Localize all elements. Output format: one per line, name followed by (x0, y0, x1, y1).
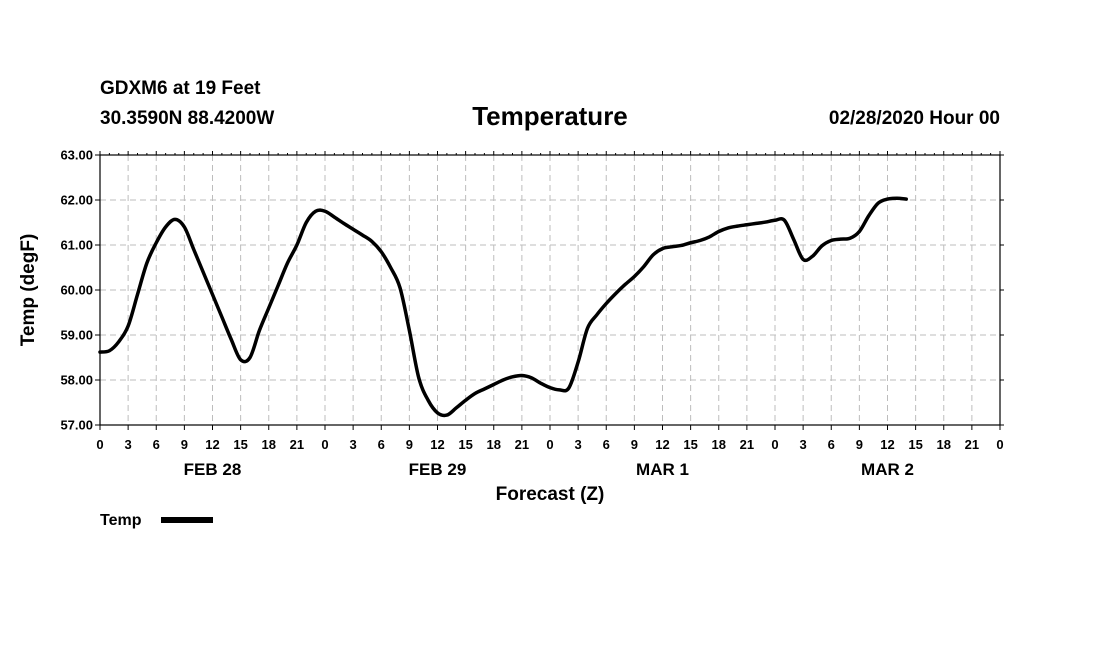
x-tick-label: 18 (487, 437, 501, 452)
x-tick-label: 6 (153, 437, 160, 452)
x-tick-label: 21 (515, 437, 529, 452)
y-tick-label: 63.00 (60, 148, 93, 163)
x-tick-label: 15 (458, 437, 472, 452)
x-tick-label: 21 (965, 437, 979, 452)
coords-label: 30.3590N 88.4200W (100, 108, 274, 129)
x-tick-labels: 0 3 6 9 12 15 18 21 0 3 6 9 12 15 18 21 0 3 6 9 12 15 18 21 0 3 6 9… (96, 437, 1003, 452)
y-tick-label: 57.00 (60, 418, 93, 433)
x-tick-label: 12 (655, 437, 669, 452)
run-time-label: 02/28/2020 Hour 00 (829, 108, 1000, 129)
x-tick-label: 3 (575, 437, 582, 452)
x-tick-label: 9 (181, 437, 188, 452)
x-tick-label: 9 (406, 437, 413, 452)
x-tick-label: 0 (321, 437, 328, 452)
x-tick-label: 0 (96, 437, 103, 452)
x-tick-label: 3 (125, 437, 132, 452)
y-axis-title: Temp (degF) (18, 234, 39, 347)
station-label: GDXM6 at 19 Feet (100, 78, 261, 99)
y-tick-label: 58.00 (60, 373, 93, 388)
x-tick-label: 18 (937, 437, 951, 452)
grid-lines (100, 155, 1000, 425)
x-tick-label: 0 (996, 437, 1003, 452)
x-tick-label: 9 (856, 437, 863, 452)
x-tick-label: 15 (683, 437, 697, 452)
x-tick-label: 9 (631, 437, 638, 452)
y-tick-label: 60.00 (60, 283, 93, 298)
y-tick-labels: 57.00 58.00 59.00 60.00 61.00 62.00 63.00 (60, 148, 93, 433)
x-tick-label: 12 (430, 437, 444, 452)
x-tick-label: 6 (378, 437, 385, 452)
x-tick-label: 12 (880, 437, 894, 452)
y-tick-label: 62.00 (60, 193, 93, 208)
x-tick-label: 21 (290, 437, 304, 452)
day-label: FEB 29 (409, 460, 467, 479)
legend-label: Temp (100, 512, 142, 529)
x-tick-label: 6 (603, 437, 610, 452)
chart-title: Temperature (472, 101, 628, 131)
x-tick-label: 15 (908, 437, 922, 452)
plot-frame (99, 154, 1001, 426)
day-label: MAR 1 (636, 460, 689, 479)
legend: Temp (100, 512, 213, 529)
x-tick-label: 3 (350, 437, 357, 452)
y-tick-label: 61.00 (60, 238, 93, 253)
x-tick-label: 21 (740, 437, 754, 452)
x-tick-label: 18 (712, 437, 726, 452)
x-tick-label: 3 (800, 437, 807, 452)
x-tick-label: 18 (262, 437, 276, 452)
temp-series-line (98, 196, 908, 418)
day-labels: FEB 28 FEB 29 MAR 1 MAR 2 (184, 460, 914, 479)
y-tick-label: 59.00 (60, 328, 93, 343)
x-tick-label: 0 (546, 437, 553, 452)
x-tick-label: 12 (205, 437, 219, 452)
x-tick-label: 15 (233, 437, 247, 452)
x-tick-label: 0 (771, 437, 778, 452)
x-axis-title: Forecast (Z) (496, 484, 605, 505)
day-label: FEB 28 (184, 460, 242, 479)
day-label: MAR 2 (861, 460, 914, 479)
x-tick-label: 6 (828, 437, 835, 452)
